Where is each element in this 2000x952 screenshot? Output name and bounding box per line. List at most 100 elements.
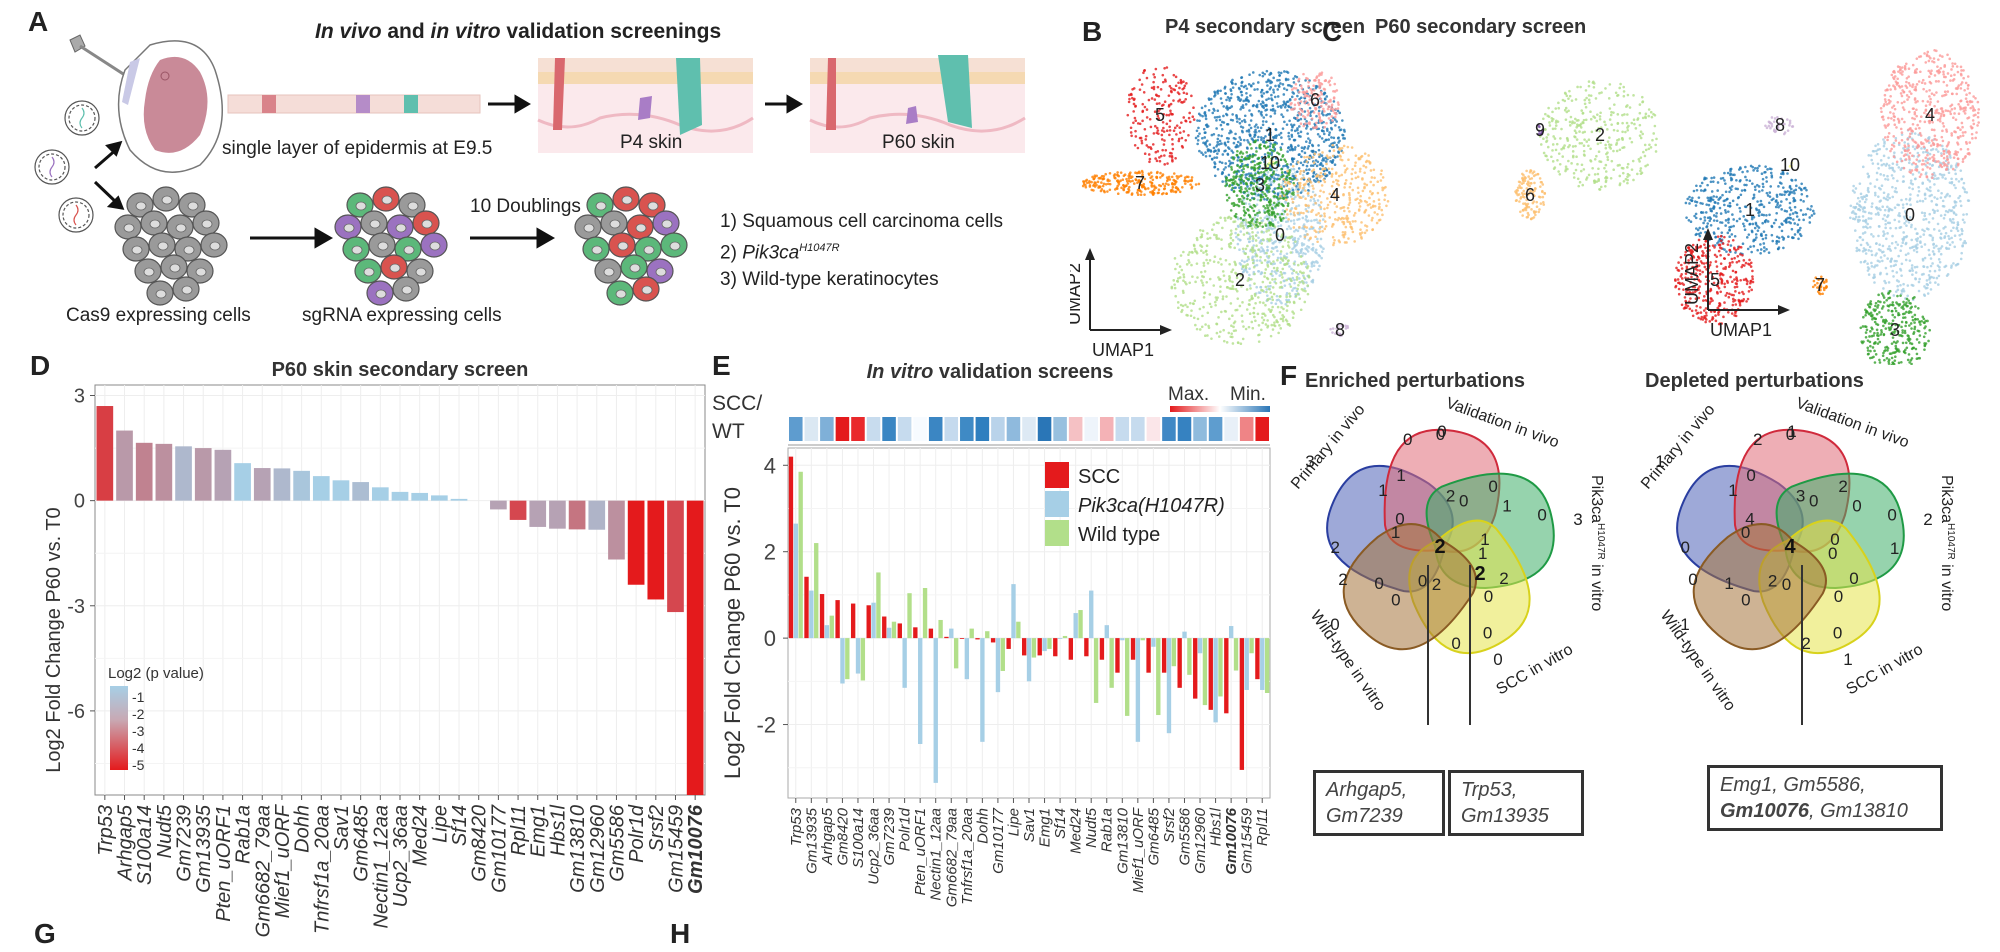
- x-tick-label: Dohh: [974, 808, 991, 844]
- bar-pik3ca-h1047r-: [933, 638, 938, 783]
- x-tick-label: Nudt5: [1083, 807, 1100, 848]
- x-tick-label: S100a14: [850, 808, 867, 868]
- x-tick-label: Arhgap5: [115, 804, 137, 881]
- bar-scc: [1161, 638, 1167, 673]
- bar-pik3ca-h1047r-: [824, 625, 830, 639]
- venn-count: 0: [1887, 506, 1896, 525]
- bar-wild-type: [876, 572, 881, 639]
- heat-cell: [975, 417, 990, 441]
- legend-colorbar: [110, 686, 128, 770]
- bar-wild-type: [1264, 638, 1270, 693]
- venn-count: 1: [1843, 650, 1852, 669]
- umap-cluster-4: [1279, 143, 1390, 247]
- bar-pik3ca-h1047r-: [1228, 626, 1234, 639]
- bar-scc: [1022, 638, 1027, 656]
- bar-pik3ca-h1047r-: [1042, 638, 1047, 652]
- bar: [627, 500, 645, 585]
- venn-count: 0: [1782, 575, 1791, 594]
- legend-tick: -4: [132, 740, 145, 756]
- bar-wild-type: [1031, 638, 1037, 658]
- x-tick-label: Rpl11: [1254, 808, 1271, 846]
- bar: [293, 470, 310, 501]
- bar-scc: [913, 627, 918, 639]
- venn-count: 2: [1432, 575, 1441, 594]
- x-tick-label: Arhgap5: [819, 807, 836, 865]
- panel-letter-f: F: [1280, 360, 1298, 391]
- bar-scc: [1084, 638, 1089, 657]
- x-tick-label: Sf14: [449, 805, 471, 846]
- bar-scc: [835, 600, 840, 639]
- x-tick-label: Mief1_uORF: [1130, 807, 1147, 893]
- x-tick-label: Gm6682_79aa: [943, 808, 960, 907]
- panel-a-schematic: [34, 34, 1026, 306]
- panel-letter-d: D: [30, 350, 51, 381]
- venn-count: 2: [1331, 538, 1340, 557]
- bar: [608, 500, 625, 560]
- venn-count: 0: [1493, 650, 1502, 669]
- bar-scc: [1053, 638, 1058, 657]
- cluster-label: 5: [1710, 270, 1720, 290]
- x-tick-label: Gm10177: [488, 804, 510, 893]
- bar-wild-type: [1187, 638, 1192, 675]
- heat-cell: [851, 417, 865, 441]
- umap-cluster-5: [1126, 66, 1196, 166]
- x-tick-label: Ucp2_36aa: [390, 805, 412, 907]
- bar-scc: [850, 603, 856, 639]
- bar-pik3ca-h1047r-: [1260, 638, 1265, 690]
- venn-count: 0: [1537, 506, 1546, 525]
- venn-count: 2: [1338, 570, 1347, 589]
- bar-wild-type: [1078, 610, 1083, 639]
- umap-p4: 0 1 2 3 4 5 6 7 8 10 UMAP1 UMAP2: [1070, 66, 1390, 360]
- umap-x-label: UMAP1: [1710, 320, 1772, 340]
- cluster-label: 3: [1890, 320, 1900, 340]
- bar-wild-type: [1016, 621, 1021, 639]
- cluster-label: 3: [1255, 175, 1265, 195]
- cell-line-item: 1) Squamous cell carcinoma cells: [720, 211, 1004, 232]
- legend-swatch: [1045, 520, 1069, 546]
- p60-skin-label: P60 skin: [882, 132, 955, 153]
- chart-d: P60 skin secondary screen 3 0 -3 -6 Trp53Arhg…: [43, 359, 707, 937]
- venn-count: 0: [1451, 634, 1460, 653]
- bar: [96, 406, 114, 501]
- bar: [391, 491, 409, 501]
- bar-pik3ca-h1047r-: [949, 628, 954, 639]
- bar-pik3ca-h1047r-: [1120, 638, 1125, 641]
- bar-pik3ca-h1047r-: [1057, 638, 1063, 639]
- bar-pik3ca-h1047r-: [980, 638, 985, 742]
- x-tick-label: Gm8420: [834, 807, 851, 865]
- bar-wild-type: [1125, 638, 1130, 716]
- x-tick-label: Pten_uORF1: [912, 808, 929, 896]
- heat-cell: [789, 417, 803, 441]
- venn-center-count: 4: [1784, 536, 1796, 558]
- x-tick-label: Sav1: [1021, 808, 1038, 842]
- bar-scc: [1099, 638, 1105, 660]
- bar-wild-type: [1047, 638, 1052, 649]
- depleted-title: Depleted perturbations: [1645, 370, 1864, 392]
- venn-count: 3: [1573, 510, 1582, 529]
- bar-pik3ca-h1047r-: [1089, 590, 1094, 639]
- venn-count: 4: [1745, 509, 1754, 528]
- venn-count: 0: [1330, 615, 1339, 634]
- x-tick-label: S100a14: [134, 805, 156, 885]
- bar-scc: [1130, 638, 1136, 660]
- epidermis-label: single layer of epidermis at E9.5: [222, 138, 493, 159]
- heat-label: SCC/: [712, 392, 762, 415]
- heat-cell: [1115, 417, 1130, 441]
- bar-scc: [897, 623, 902, 639]
- p4-skin-label: P4 skin: [620, 132, 683, 153]
- heat-cell: [1131, 417, 1145, 441]
- doubled-cells: [574, 186, 688, 306]
- x-tick-label: Med24: [1068, 808, 1085, 854]
- bar: [549, 500, 566, 529]
- umap-cluster-10: [1788, 161, 1794, 168]
- legend-tick: -5: [132, 757, 145, 773]
- bar-pik3ca-h1047r-: [809, 590, 814, 639]
- gene-box-enriched-2: Trp53, Gm13935: [1448, 770, 1584, 836]
- umap-cluster-0: [1849, 129, 1971, 302]
- venn-count: 0: [1395, 509, 1404, 528]
- x-tick-label: Polr1d: [897, 807, 914, 851]
- y-tick-label: -6: [67, 701, 85, 723]
- cas9-cells-label: Cas9 expressing cells: [66, 305, 251, 326]
- heat-cell: [866, 417, 881, 441]
- legend-label: Wild type: [1078, 524, 1160, 546]
